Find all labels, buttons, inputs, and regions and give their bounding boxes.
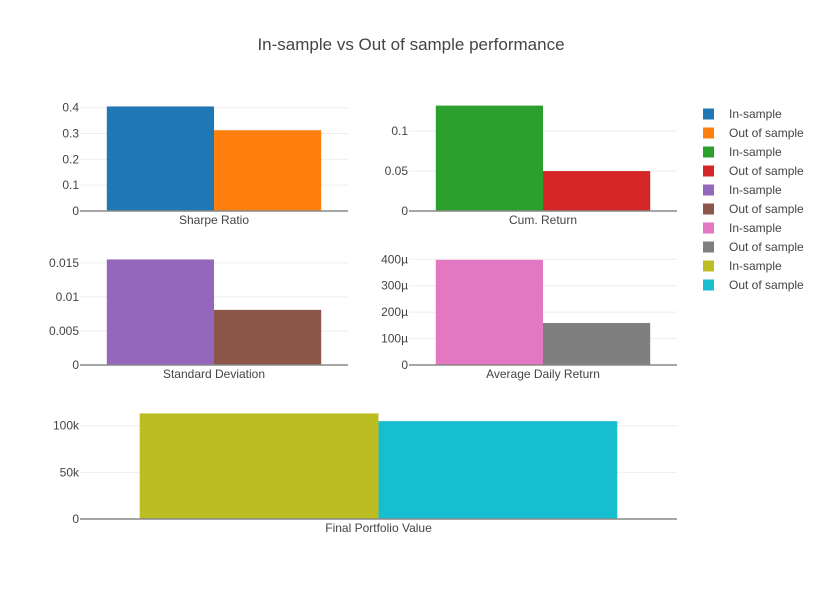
legend: In-sample Out of sample In-sample Out of sa…	[703, 107, 804, 292]
y-tick-label: 400µ	[381, 252, 408, 266]
y-tick-label: 0.3	[62, 127, 79, 141]
legend-swatch	[703, 184, 714, 196]
legend-label: In-sample	[729, 221, 782, 235]
legend-swatch	[703, 203, 714, 215]
legend-swatch	[703, 146, 714, 158]
y-tick-label: 0	[401, 204, 408, 218]
legend-item[interactable]: In-sample	[703, 259, 782, 273]
category-label: Cum. Return	[509, 213, 577, 227]
category-label: Sharpe Ratio	[179, 213, 249, 227]
y-tick-label: 0.4	[62, 101, 79, 115]
y-tick-label: 0.1	[62, 178, 79, 192]
legend-item[interactable]: In-sample	[703, 145, 782, 159]
bar-out-of-sample	[378, 421, 618, 519]
y-tick-label: 100k	[53, 419, 80, 433]
y-tick-label: 0.2	[62, 152, 79, 166]
legend-item[interactable]: In-sample	[703, 107, 782, 121]
bar-in-sample	[106, 106, 214, 211]
bar-out-of-sample	[214, 309, 322, 365]
y-tick-label: 0.05	[385, 164, 409, 178]
legend-label: In-sample	[729, 259, 782, 273]
subplot-2: 0 0.05 0.1 Cum. Return	[385, 105, 677, 227]
y-tick-label: 0	[72, 204, 79, 218]
y-tick-label: 0.005	[49, 324, 79, 338]
legend-label: In-sample	[729, 145, 782, 159]
legend-swatch	[703, 279, 714, 291]
category-label: Average Daily Return	[486, 367, 600, 381]
subplot-4: 0 100µ 200µ 300µ 400µ Average Daily Return	[381, 252, 677, 381]
legend-item[interactable]: Out of sample	[703, 126, 804, 140]
y-tick-label: 0	[401, 358, 408, 372]
legend-item[interactable]: Out of sample	[703, 278, 804, 292]
y-tick-label: 0	[72, 358, 79, 372]
category-label: Final Portfolio Value	[325, 521, 432, 535]
y-tick-label: 50k	[60, 465, 80, 479]
bar-in-sample	[139, 413, 379, 519]
legend-item[interactable]: Out of sample	[703, 202, 804, 216]
legend-item[interactable]: Out of sample	[703, 164, 804, 178]
legend-label: Out of sample	[729, 278, 804, 292]
legend-swatch	[703, 241, 714, 253]
bar-out-of-sample	[543, 171, 651, 211]
y-tick-label: 100µ	[381, 332, 408, 346]
bar-in-sample	[435, 259, 543, 365]
bar-out-of-sample	[543, 322, 651, 365]
legend-swatch	[703, 108, 714, 120]
y-tick-label: 0	[72, 512, 79, 526]
subplots: 0 0.1 0.2 0.3 0.4 Sharpe Ratio 0 0.05 0.1 Cum. Re…	[49, 101, 677, 535]
legend-item[interactable]: In-sample	[703, 183, 782, 197]
legend-item[interactable]: Out of sample	[703, 240, 804, 254]
legend-swatch	[703, 127, 714, 139]
legend-label: In-sample	[729, 107, 782, 121]
subplot-5: 0 50k 100k Final Portfolio Value	[53, 413, 677, 535]
bar-in-sample	[106, 259, 214, 365]
chart-title: In-sample vs Out of sample performance	[257, 35, 564, 54]
legend-label: In-sample	[729, 183, 782, 197]
legend-label: Out of sample	[729, 164, 804, 178]
legend-label: Out of sample	[729, 202, 804, 216]
category-label: Standard Deviation	[163, 367, 265, 381]
legend-swatch	[703, 165, 714, 177]
legend-item[interactable]: In-sample	[703, 221, 782, 235]
legend-swatch	[703, 260, 714, 272]
subplot-3: 0 0.005 0.01 0.015 Standard Deviation	[49, 256, 348, 381]
bar-in-sample	[435, 105, 543, 211]
y-tick-label: 200µ	[381, 305, 408, 319]
legend-swatch	[703, 222, 714, 234]
y-tick-label: 300µ	[381, 279, 408, 293]
bar-out-of-sample	[214, 130, 322, 211]
y-tick-label: 0.015	[49, 256, 79, 270]
y-tick-label: 0.1	[391, 124, 408, 138]
legend-label: Out of sample	[729, 240, 804, 254]
y-tick-label: 0.01	[56, 290, 80, 304]
legend-label: Out of sample	[729, 126, 804, 140]
subplot-1: 0 0.1 0.2 0.3 0.4 Sharpe Ratio	[62, 101, 348, 227]
